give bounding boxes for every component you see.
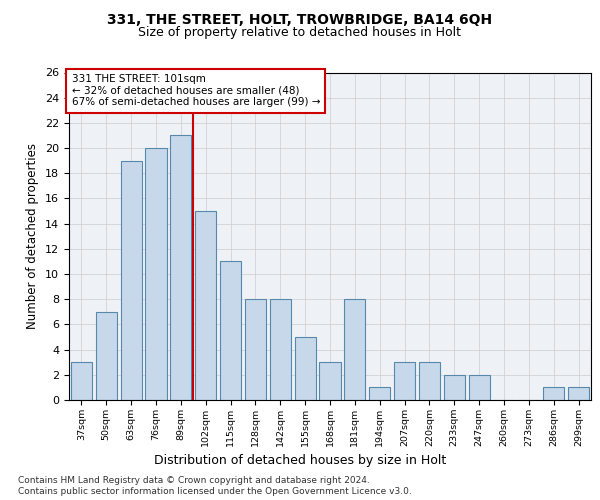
Bar (245, 299, 266, 400)
Bar (170, 136, 191, 400)
Bar (444, 375, 465, 400)
Bar (469, 375, 490, 400)
Text: Contains HM Land Registry data © Crown copyright and database right 2024.: Contains HM Land Registry data © Crown c… (18, 476, 370, 485)
Bar (270, 299, 291, 400)
Text: Size of property relative to detached houses in Holt: Size of property relative to detached ho… (139, 26, 461, 39)
Bar (543, 388, 564, 400)
Text: Contains public sector information licensed under the Open Government Licence v3: Contains public sector information licen… (18, 488, 412, 496)
Bar (195, 211, 216, 400)
Text: 331, THE STREET, HOLT, TROWBRIDGE, BA14 6QH: 331, THE STREET, HOLT, TROWBRIDGE, BA14 … (107, 12, 493, 26)
Bar (71, 362, 92, 400)
Text: Distribution of detached houses by size in Holt: Distribution of detached houses by size … (154, 454, 446, 467)
Bar (394, 362, 415, 400)
Bar (96, 312, 117, 400)
Bar (319, 362, 341, 400)
Bar (419, 362, 440, 400)
Bar (568, 388, 589, 400)
Text: 331 THE STREET: 101sqm
← 32% of detached houses are smaller (48)
67% of semi-det: 331 THE STREET: 101sqm ← 32% of detached… (71, 74, 320, 108)
Bar (220, 262, 241, 400)
Bar (145, 148, 167, 400)
Bar (121, 160, 142, 400)
Bar (344, 299, 365, 400)
Y-axis label: Number of detached properties: Number of detached properties (26, 143, 40, 329)
Bar (295, 337, 316, 400)
Bar (369, 388, 390, 400)
